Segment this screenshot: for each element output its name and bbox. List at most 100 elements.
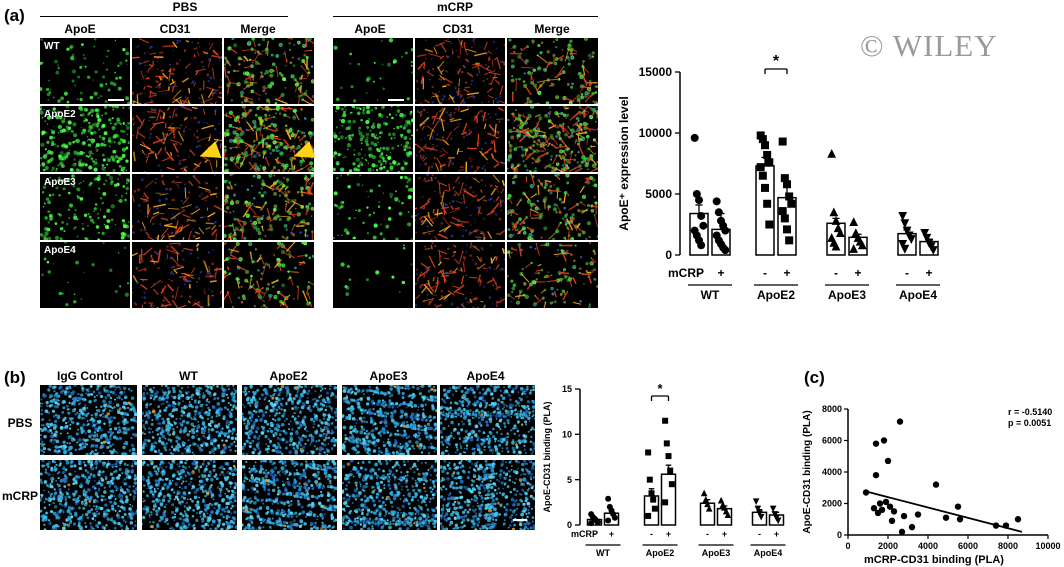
data-point	[872, 471, 880, 479]
panel-a-mcrp-cd31-apoe4	[415, 242, 505, 308]
panel-a-condition-pbs: PBS	[172, 0, 198, 14]
data-point	[763, 199, 772, 208]
y-tick-label: 10	[562, 429, 572, 439]
panel-a-mcrp-channel-cd31: CD31	[442, 22, 474, 36]
panel-a-pbs-apoe-apoe2-label: ApoE2	[44, 109, 76, 120]
panel-a-pbs-channel-merge: Merge	[240, 22, 276, 36]
data-point	[765, 158, 774, 167]
data-point	[914, 511, 922, 518]
data-point	[928, 246, 938, 255]
panel-a-pbs-merge-apoe3	[224, 174, 314, 240]
panel-a-mcrp-merge-wt	[507, 38, 598, 104]
data-point	[758, 135, 767, 144]
data-point	[705, 505, 713, 512]
data-point	[992, 522, 1000, 529]
data-point	[884, 457, 892, 465]
data-point	[906, 235, 916, 244]
data-point	[956, 516, 964, 523]
data-point	[785, 236, 794, 245]
data-point	[761, 183, 769, 192]
data-point	[663, 440, 670, 447]
data-point	[932, 481, 940, 488]
data-point	[588, 520, 595, 527]
y-axis-label: ApoE-CD31 binding (PLA)	[802, 410, 813, 533]
data-point	[765, 220, 774, 229]
significance-star: *	[657, 381, 663, 396]
group-label: ApoE2	[646, 548, 675, 558]
data-point	[769, 505, 777, 513]
data-point	[880, 437, 888, 444]
data-point	[717, 496, 725, 504]
panel-b-col-wt: WT	[179, 369, 198, 383]
data-point	[831, 216, 841, 225]
data-point	[876, 500, 884, 507]
data-point	[714, 208, 723, 217]
data-point	[898, 211, 908, 221]
data-point	[785, 192, 794, 201]
data-point	[787, 199, 796, 208]
wiley-watermark: © WILEY	[860, 28, 998, 63]
y-tick-label: 0	[567, 520, 572, 530]
y-axis-label: ApoE-CD31 binding (PLA)	[542, 402, 552, 513]
y-tick-label: 8000	[822, 404, 842, 414]
data-point	[872, 440, 880, 447]
group-label: ApoE4	[899, 288, 937, 302]
data-point	[849, 217, 859, 227]
panel-a-mcrp-channel-merge: Merge	[534, 22, 570, 36]
data-point	[878, 506, 886, 513]
panel-a-pbs-merge-apoe2	[224, 106, 314, 172]
data-point	[908, 523, 916, 531]
data-point	[902, 226, 912, 236]
panel-a-pbs-cd31-apoe3	[132, 174, 222, 240]
data-point	[898, 240, 908, 249]
panel-a-pbs-apoe-apoe3: ApoE3	[40, 174, 130, 240]
data-point	[668, 481, 675, 488]
data-point	[690, 133, 699, 142]
data-point	[900, 219, 910, 229]
treatment-sign: -	[834, 266, 838, 280]
panel-a-pbs-rule	[40, 16, 288, 17]
panel-b-pbs-igg	[40, 385, 137, 455]
data-point	[783, 180, 791, 189]
data-point	[882, 498, 890, 506]
data-point	[611, 514, 618, 521]
y-tick-label: 10000	[639, 126, 673, 140]
panel-a-mcrp-apoe-wt	[333, 38, 413, 104]
data-point	[646, 476, 653, 483]
y-tick-label: 15	[562, 384, 572, 394]
panel-b-col-igg: IgG Control	[57, 369, 123, 383]
panel-b-col-apoe3: ApoE3	[369, 369, 408, 383]
group-label: ApoE3	[702, 548, 731, 558]
data-point	[780, 174, 789, 183]
panel-a-mcrp-merge-apoe2	[507, 106, 598, 172]
treatment-sign: -	[905, 266, 909, 280]
panel-b-pbs-apoe4	[440, 385, 535, 455]
data-point	[752, 498, 760, 506]
panel-b-mcrp-apoe3	[342, 460, 437, 530]
x-tick-label: 4000	[918, 541, 938, 551]
data-point	[721, 226, 730, 235]
data-point	[754, 505, 762, 513]
panel-a-pbs-apoe-apoe4-label: ApoE4	[44, 245, 76, 256]
data-point	[700, 489, 708, 497]
panel-b-row-mcrp: mCRP	[1, 489, 38, 503]
panel-a-pbs-apoe-apoe4: ApoE4	[40, 242, 130, 308]
panel-a-pbs-cd31-apoe2	[132, 106, 222, 172]
data-point	[645, 512, 652, 519]
treatment-sign: +	[609, 529, 614, 539]
data-point	[699, 221, 708, 230]
y-axis-label: ApoE⁺ expression level	[617, 96, 631, 230]
panel-a-pbs-apoe-apoe3-label: ApoE3	[44, 177, 76, 188]
data-point	[697, 241, 706, 250]
y-tick-label: 2000	[822, 499, 842, 509]
data-point	[662, 499, 669, 506]
treatment-sign: -	[706, 529, 709, 539]
data-point	[831, 241, 841, 251]
data-point	[898, 528, 906, 536]
data-point	[758, 171, 767, 180]
treatment-sign: -	[650, 529, 653, 539]
treatment-sign: -	[697, 266, 701, 280]
y-tick-label: 15000	[639, 65, 673, 79]
data-point	[692, 190, 701, 198]
